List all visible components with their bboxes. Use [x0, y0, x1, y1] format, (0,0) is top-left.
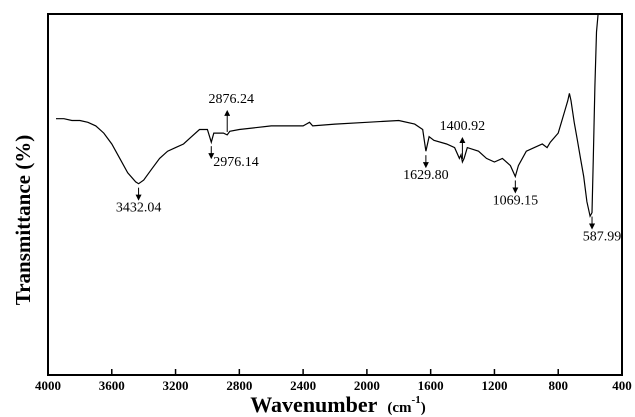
x-tick-label: 800	[548, 378, 568, 393]
peak-label: 2876.24	[208, 92, 254, 107]
x-axis-ticks: 4000 3600 3200 2800 2400 2000 1600 1200 800 400	[35, 369, 632, 393]
x-tick-label: 3200	[163, 378, 189, 393]
peak-label: 587.99	[583, 230, 622, 245]
x-tick-label: 3600	[99, 378, 125, 393]
peak-annotations: 3432.04 2976.14 2876.24 1629.80 1400.92 1069.…	[116, 92, 621, 245]
peak-label: 1629.80	[403, 168, 449, 183]
x-axis-title-main: Wavenumber	[250, 392, 377, 417]
x-axis-title: Wavenumber (cm-1)	[250, 392, 425, 417]
x-axis-unit-sup: -1	[412, 394, 421, 406]
x-tick-label: 1200	[481, 378, 507, 393]
x-tick-label: 400	[612, 378, 632, 393]
peak-label: 1069.15	[493, 193, 539, 208]
x-tick-label: 2400	[290, 378, 316, 393]
spectrum-series	[56, 13, 599, 218]
peak-label: 2976.14	[213, 155, 259, 170]
peak-label: 3432.04	[116, 201, 162, 216]
x-axis-unit-open: (cm	[387, 400, 412, 416]
x-tick-label: 4000	[35, 378, 61, 393]
plot-frame	[47, 13, 623, 376]
x-tick-label: 1600	[418, 378, 444, 393]
y-axis-title: Transmittance (%)	[11, 135, 35, 306]
x-axis-unit-close: )	[421, 400, 426, 416]
spectrum-line	[56, 13, 599, 218]
peak-label: 1400.92	[440, 119, 486, 134]
x-tick-label: 2000	[354, 378, 380, 393]
x-tick-label: 2800	[226, 378, 252, 393]
